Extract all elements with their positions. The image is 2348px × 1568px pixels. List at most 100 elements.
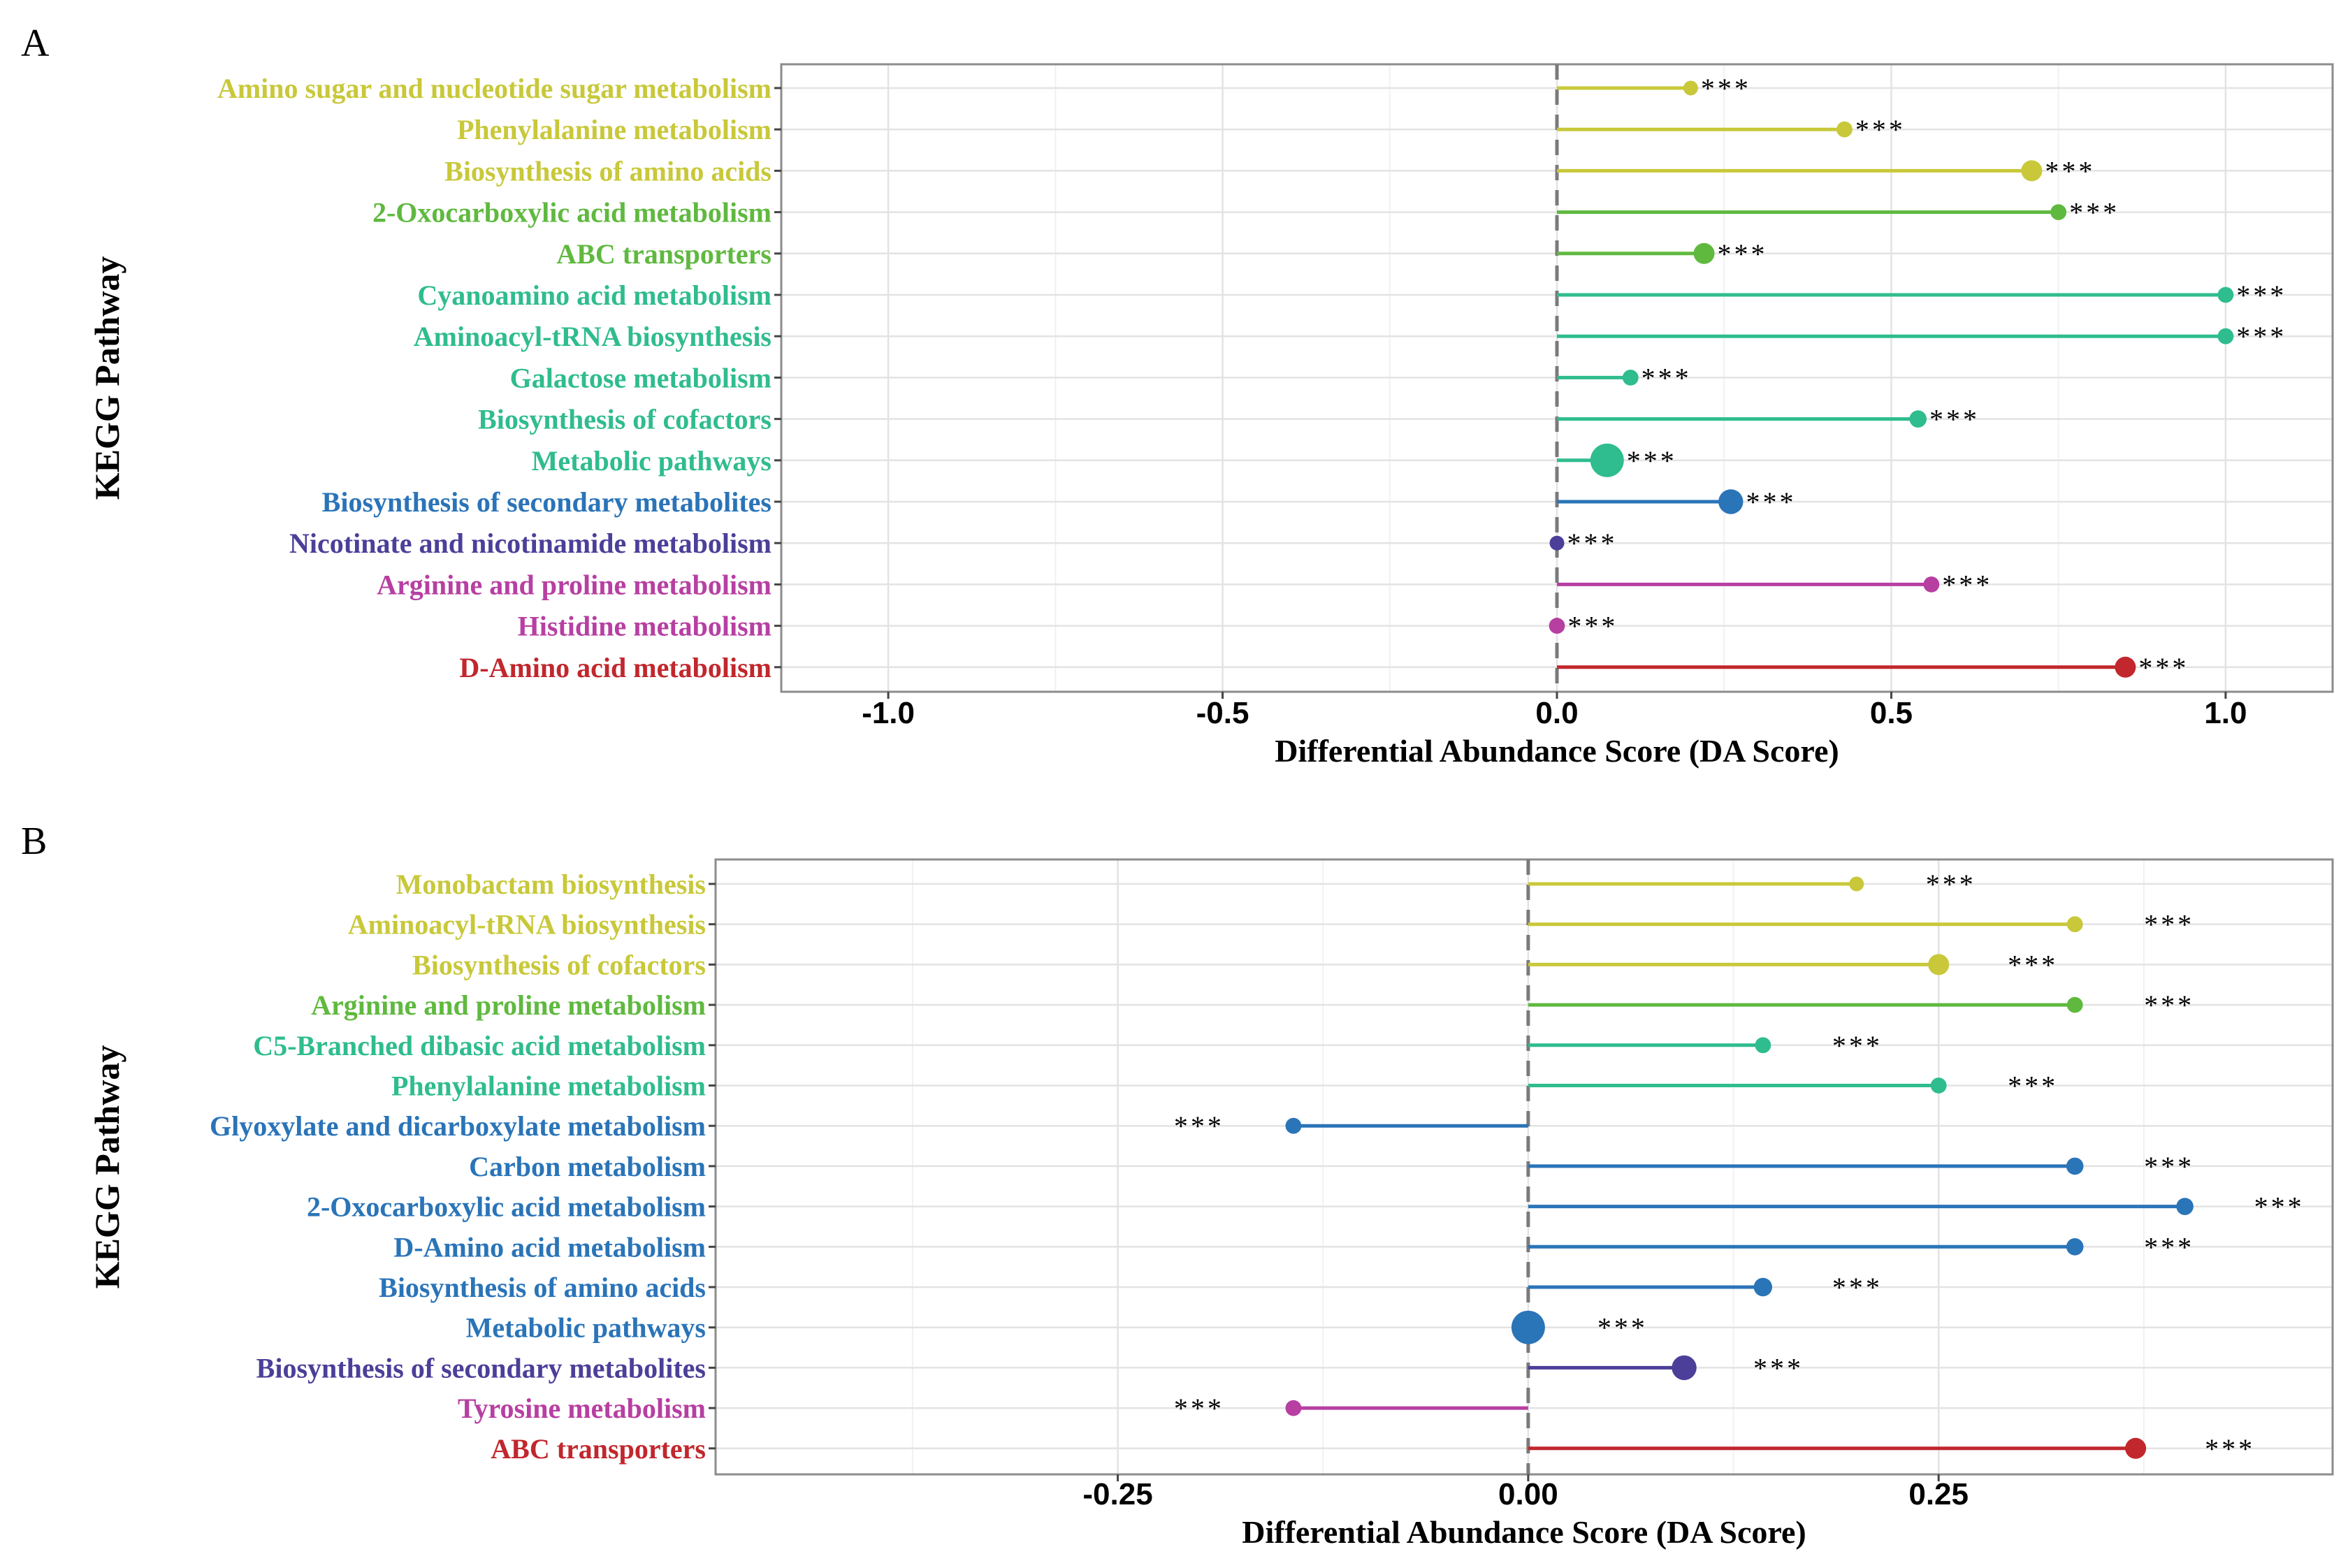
category-label: Aminoacyl-tRNA biosynthesis [348, 909, 706, 941]
category-label: Cyanoamino acid metabolism [417, 280, 771, 311]
significance-label: *** [1597, 1312, 1648, 1344]
lollipop-point [2050, 204, 2067, 220]
y-axis-title: KEGG Pathway [87, 256, 126, 500]
significance-label: *** [2205, 1433, 2255, 1465]
category-label: Phenylalanine metabolism [391, 1070, 706, 1102]
lollipop-point [1590, 443, 1624, 477]
lollipop-point [1549, 618, 1565, 634]
x-tick-label: 0.00 [1498, 1477, 1558, 1511]
category-label: Aminoacyl-tRNA biosynthesis [414, 321, 771, 352]
category-label: Nicotinate and nicotinamide metabolism [289, 528, 771, 559]
significance-label: *** [2236, 321, 2287, 352]
lollipop-point [1285, 1400, 1302, 1416]
significance-label: *** [1753, 1352, 1804, 1384]
category-label: Phenylalanine metabolism [457, 114, 771, 145]
significance-label: *** [2138, 652, 2189, 683]
x-axis-title: Differential Abundance Score (DA Score) [1242, 1514, 1806, 1550]
category-label: 2-Oxocarboxylic acid metabolism [372, 197, 771, 228]
significance-label: *** [1627, 445, 1677, 477]
panel-letter: A [21, 22, 50, 65]
panel-letter: B [21, 820, 47, 863]
lollipop-point [2125, 1437, 2147, 1459]
category-label: Biosynthesis of amino acids [444, 155, 771, 187]
category-label: Metabolic pathways [466, 1312, 706, 1344]
x-tick-label: -0.5 [1196, 696, 1249, 730]
lollipop-point [1755, 1037, 1771, 1054]
lollipop-point [2217, 286, 2234, 303]
lollipop-point [1849, 876, 1864, 892]
lollipop-point [1285, 1117, 1302, 1134]
significance-label: *** [2008, 1070, 2058, 1102]
category-label: Arginine and proline metabolism [377, 569, 771, 600]
significance-label: *** [1567, 528, 1618, 559]
x-tick-label: 1.0 [2204, 696, 2247, 730]
significance-label: *** [2008, 949, 2058, 980]
lollipop-point [1753, 1277, 1773, 1297]
lollipop-point [2066, 996, 2083, 1013]
category-label: Biosynthesis of amino acids [379, 1272, 706, 1303]
significance-label: *** [2144, 909, 2194, 941]
significance-label: *** [1926, 869, 1976, 900]
category-label: Metabolic pathways [532, 445, 771, 477]
significance-label: *** [2144, 989, 2194, 1021]
x-tick-label: 0.5 [1870, 696, 1913, 730]
category-label: Carbon metabolism [469, 1151, 706, 1182]
lollipop-point [1836, 121, 1853, 138]
significance-label: *** [1929, 404, 1980, 435]
category-label: Biosynthesis of cofactors [412, 949, 706, 980]
lollipop-point [1683, 80, 1698, 96]
lollipop-point [2115, 656, 2136, 678]
significance-label: *** [1642, 362, 1692, 393]
lollipop-point [1622, 370, 1639, 386]
category-label: Amino sugar and nucleotide sugar metabol… [217, 73, 771, 104]
significance-label: *** [2144, 1151, 2194, 1182]
significance-label: *** [1174, 1393, 1224, 1424]
lollipop-point [2066, 916, 2083, 933]
category-label: D-Amino acid metabolism [459, 652, 771, 683]
category-label: C5-Branched dibasic acid metabolism [253, 1030, 706, 1061]
x-tick-label: -0.25 [1082, 1477, 1152, 1511]
category-label: Galactose metabolism [510, 362, 771, 393]
category-label: D-Amino acid metabolism [393, 1231, 706, 1263]
lollipop-point [1549, 535, 1565, 551]
lollipop-point [1928, 954, 1950, 975]
significance-label: *** [2144, 1231, 2194, 1263]
category-label: Glyoxylate and dicarboxylate metabolism [210, 1110, 706, 1142]
category-label: Arginine and proline metabolism [311, 989, 706, 1021]
significance-label: *** [1832, 1030, 1883, 1061]
significance-label: *** [1746, 486, 1796, 518]
lollipop-point [2021, 160, 2043, 182]
lollipop-point [1923, 576, 1940, 593]
x-tick-label: 0.0 [1535, 696, 1578, 730]
significance-label: *** [1942, 569, 1992, 600]
significance-label: *** [2045, 155, 2095, 187]
category-label: ABC transporters [556, 238, 771, 270]
category-label: 2-Oxocarboxylic acid metabolism [307, 1191, 706, 1223]
category-label: ABC transporters [491, 1433, 706, 1465]
significance-label: *** [1567, 611, 1618, 642]
significance-label: *** [1718, 238, 1768, 270]
lollipop-point [1511, 1310, 1545, 1344]
significance-label: *** [1701, 73, 1751, 104]
significance-label: *** [2069, 197, 2119, 228]
lollipop-point [1693, 242, 1715, 264]
significance-label: *** [2254, 1191, 2305, 1223]
lollipop-point [2217, 328, 2234, 344]
category-label: Biosynthesis of secondary metabolites [256, 1352, 706, 1384]
lollipop-point [1718, 489, 1744, 514]
category-label: Monobactam biosynthesis [396, 869, 706, 900]
category-label: Tyrosine metabolism [458, 1393, 706, 1424]
x-axis-title: Differential Abundance Score (DA Score) [1275, 733, 1839, 769]
lollipop-point [1672, 1355, 1697, 1381]
category-label: Biosynthesis of cofactors [478, 404, 771, 435]
category-label: Biosynthesis of secondary metabolites [322, 486, 771, 518]
chart-panel-a: A *** Amino sugar and nucleotide sugar met… [21, 22, 2334, 769]
significance-label: *** [1855, 114, 1906, 145]
lollipop-point [1930, 1077, 1947, 1094]
significance-label: *** [1832, 1272, 1883, 1303]
lollipop-point [1909, 410, 1927, 428]
x-tick-label: 0.25 [1908, 1477, 1969, 1511]
y-axis-title: KEGG Pathway [87, 1045, 126, 1289]
chart-panel-b: B *** Monobactam biosynthesis *** Aminoacyl-… [21, 820, 2334, 1550]
